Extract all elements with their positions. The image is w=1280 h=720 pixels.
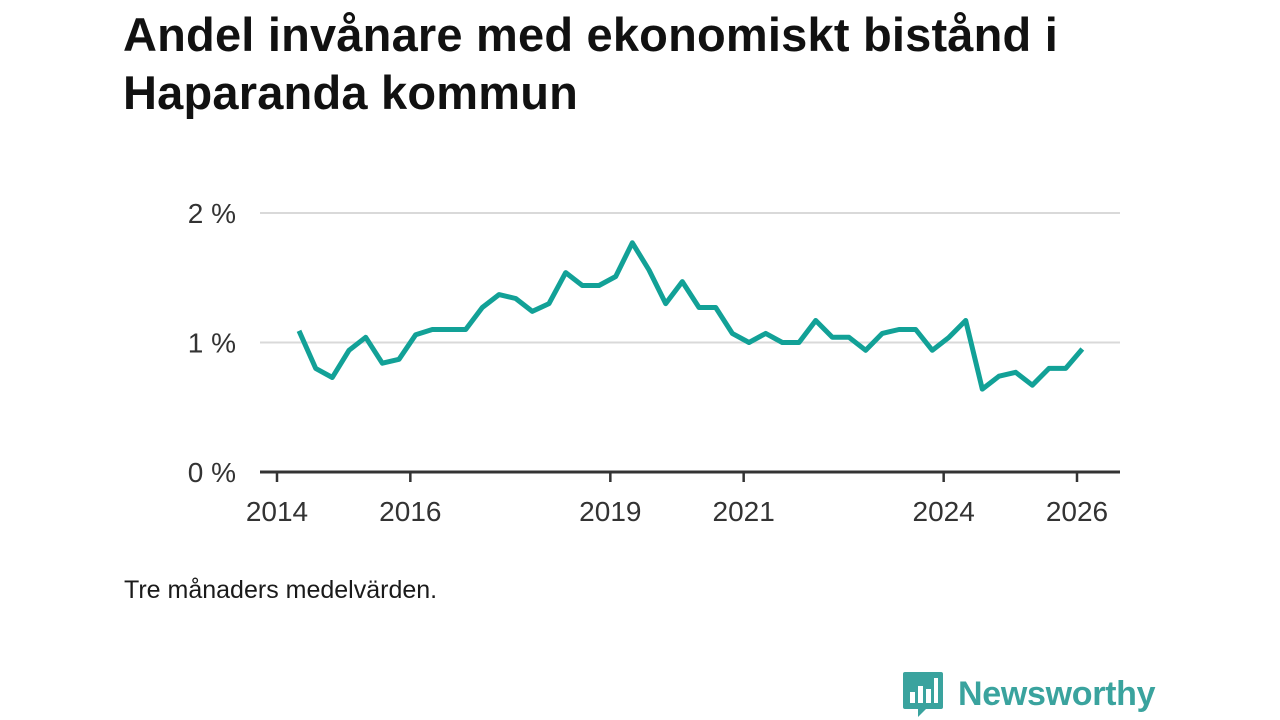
chart-caption: Tre månaders medelvärden. bbox=[124, 576, 438, 604]
newsworthy-logo: Newsworthy bbox=[902, 670, 1156, 718]
series-line bbox=[296, 240, 1085, 392]
y-tick-label: 2 % bbox=[188, 198, 236, 229]
x-tick-label: 2024 bbox=[913, 496, 975, 527]
newsworthy-logo-text: Newsworthy bbox=[958, 674, 1156, 713]
chart-title: Andel invånare med ekonomiskt bistånd i … bbox=[123, 8, 1058, 119]
x-tick-label: 2016 bbox=[379, 496, 441, 527]
newsworthy-logo-icon bbox=[903, 672, 943, 717]
y-tick-label: 1 % bbox=[188, 328, 236, 359]
x-tick-label: 2021 bbox=[713, 496, 775, 527]
x-tick-label: 2026 bbox=[1046, 496, 1108, 527]
y-tick-label: 0 % bbox=[188, 457, 236, 488]
x-tick-label: 2019 bbox=[579, 496, 641, 527]
x-tick-label: 2014 bbox=[246, 496, 308, 527]
